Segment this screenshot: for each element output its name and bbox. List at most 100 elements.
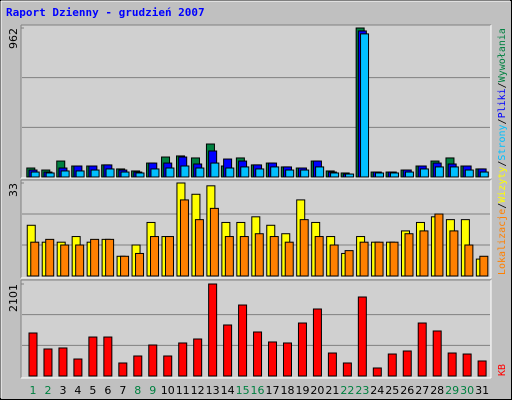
bar <box>449 230 459 277</box>
bar <box>163 355 173 377</box>
x-tick-label: 11 <box>176 384 190 397</box>
legend-separator: / <box>497 161 508 167</box>
bar <box>479 171 489 178</box>
bar <box>239 236 249 277</box>
bar <box>90 169 100 178</box>
bar <box>209 207 219 277</box>
x-tick-label: 30 <box>460 384 474 397</box>
bar <box>270 166 280 178</box>
bar <box>297 322 307 377</box>
bar <box>285 169 295 178</box>
bar <box>344 250 354 277</box>
bar <box>464 244 474 277</box>
x-tick-label: 27 <box>415 384 429 397</box>
bar <box>360 33 370 178</box>
bar <box>300 169 310 178</box>
x-tick-label: 23 <box>355 384 369 397</box>
bar <box>118 362 128 377</box>
bar <box>105 168 115 178</box>
bar <box>404 233 414 277</box>
bar <box>193 338 203 377</box>
x-tick-label: 1 <box>30 384 37 397</box>
bar <box>135 252 145 277</box>
bar <box>28 332 38 377</box>
y-axis-label: 962 <box>7 28 20 49</box>
x-tick-label: 6 <box>104 384 111 397</box>
bar <box>103 336 113 377</box>
bar <box>224 236 234 277</box>
x-tick-label: 24 <box>370 384 384 397</box>
x-tick-label: 13 <box>206 384 220 397</box>
legend-entry: Lokalizacje <box>497 209 508 275</box>
bar <box>402 350 412 377</box>
bar <box>238 304 248 377</box>
bar <box>194 219 204 277</box>
x-tick-label: 12 <box>191 384 205 397</box>
bar <box>120 255 130 277</box>
bar <box>43 348 53 377</box>
bar <box>315 166 325 178</box>
bar <box>327 352 337 377</box>
x-tick-label: 2 <box>44 384 51 397</box>
bar <box>342 362 352 377</box>
bar <box>164 236 174 277</box>
legend-separator: / <box>497 82 508 88</box>
bar <box>312 308 322 377</box>
bar <box>208 283 218 377</box>
bar <box>150 168 160 178</box>
bar <box>225 167 235 178</box>
bar <box>75 244 85 277</box>
bar <box>90 238 100 277</box>
bar <box>30 171 40 178</box>
x-tick-label: 19 <box>295 384 309 397</box>
bar <box>73 358 83 377</box>
bar <box>223 324 233 377</box>
y-axis-label: 2101 <box>7 284 20 312</box>
bar <box>179 199 189 277</box>
x-tick-label: 18 <box>280 384 294 397</box>
legend-separator: / <box>497 203 508 209</box>
bar <box>479 255 489 277</box>
bar <box>432 330 442 377</box>
bar <box>447 352 457 377</box>
bar <box>449 166 459 178</box>
bar <box>389 241 399 277</box>
bar <box>60 244 70 277</box>
x-tick-label: 31 <box>475 384 489 397</box>
x-tick-label: 21 <box>325 384 339 397</box>
bar <box>195 167 205 178</box>
bar <box>254 233 264 277</box>
chart-title: Raport Dzienny - grudzień 2007 <box>6 6 205 19</box>
bar <box>345 173 355 178</box>
legend-entry: Wywołania <box>497 28 508 82</box>
bar <box>330 172 340 178</box>
bar <box>477 360 487 377</box>
legend-entry: Pliki <box>497 88 508 118</box>
bar <box>419 230 429 277</box>
bar <box>434 213 444 277</box>
legend-entry: KB <box>497 364 508 376</box>
x-tick-label: 4 <box>74 384 81 397</box>
legend-separator: / <box>497 118 508 124</box>
x-tick-label: 5 <box>89 384 96 397</box>
bar <box>150 236 160 277</box>
bar <box>314 236 324 277</box>
x-tick-label: 8 <box>134 384 141 397</box>
bar <box>120 171 130 178</box>
bar <box>269 236 279 277</box>
x-tick-label: 16 <box>251 384 265 397</box>
legend-entry: Strony <box>497 124 508 160</box>
legend: Lokalizacje/Wizyty/Strony/Pliki/Wywołani… <box>497 28 508 275</box>
bar <box>359 241 369 277</box>
bar <box>105 238 115 277</box>
bar <box>45 238 55 277</box>
bar <box>133 355 143 377</box>
x-tick-label: 20 <box>310 384 324 397</box>
bar <box>45 172 55 178</box>
bar <box>282 342 292 377</box>
bar <box>434 166 444 178</box>
bar <box>180 165 190 178</box>
x-tick-label: 7 <box>119 384 126 397</box>
x-tick-label: 14 <box>221 384 235 397</box>
bar <box>375 172 385 178</box>
